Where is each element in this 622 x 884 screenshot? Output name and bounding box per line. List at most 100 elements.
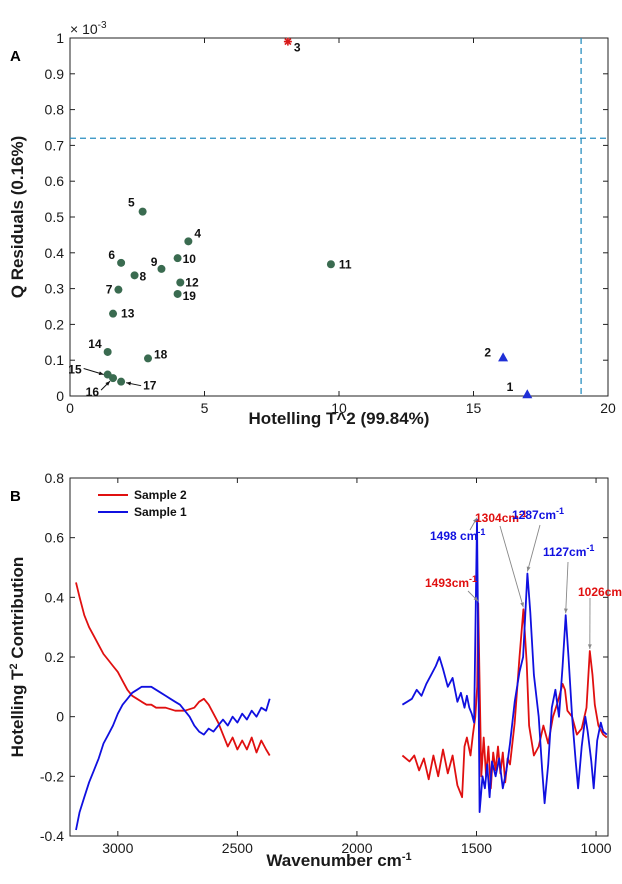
annotation-arrowhead <box>473 596 479 602</box>
annotation-arrowhead <box>472 517 477 523</box>
x-tick-label: 3000 <box>102 840 133 856</box>
annotation-text: 1498 cm <box>430 529 477 543</box>
point-11 <box>326 260 335 269</box>
annotation-arrowhead <box>526 566 531 572</box>
point-17 <box>117 377 126 386</box>
y-tick-label: 0.7 <box>45 137 65 153</box>
y-tick-label: -0.4 <box>40 828 64 844</box>
y-tick-label: 0.6 <box>45 530 65 546</box>
annotation-arrowhead <box>587 644 592 650</box>
annotation-arrow <box>526 524 541 572</box>
x-tick-label: 5 <box>201 400 209 416</box>
y-tick-label: 1 <box>56 30 64 46</box>
y-tick-label: 0 <box>56 388 64 404</box>
point-13 <box>109 309 118 318</box>
y-tick-label: 0.1 <box>45 352 65 368</box>
panel-a: A × 10-3 0 5 10 15 2000.10.20.30.40.50.60.70… <box>8 20 616 428</box>
annotation-superscript: -1 <box>469 574 477 584</box>
annotation-label: 1287cm-1 <box>512 506 564 522</box>
y-tick-label: 0.8 <box>45 470 65 486</box>
y-tick-label: 0.6 <box>45 173 65 189</box>
point-label-9: 9 <box>151 255 158 269</box>
panel-a-label: A <box>10 48 21 65</box>
series-sample-1 <box>75 518 608 831</box>
x-tick-label: 20 <box>600 400 616 416</box>
point-label-12: 12 <box>185 276 199 290</box>
point-7 <box>114 285 123 294</box>
panel-b-y-axis-label: Hotelling T2 Contribution <box>8 557 27 758</box>
legend-label-sample-1: Sample 1 <box>134 505 187 519</box>
point-19 <box>173 289 182 298</box>
star-stroke <box>284 38 292 46</box>
y-tick-label: 0.5 <box>45 209 65 225</box>
panel-b-annotations: 1498 cm-11304cm-11287cm-11127cm-11493cm-… <box>425 506 622 650</box>
point-label-8: 8 <box>140 269 147 283</box>
point-6 <box>117 258 126 267</box>
panel-b-series <box>75 518 608 831</box>
point-label-13: 13 <box>121 307 135 321</box>
annotation-text: 1493cm <box>425 576 469 590</box>
annotation-text: 1127cm <box>543 545 586 559</box>
annotation-label: 1304cm-1 <box>475 509 527 525</box>
point-label-5: 5 <box>128 196 135 210</box>
point-5 <box>138 207 147 216</box>
x-tick-label: 2500 <box>222 840 253 856</box>
point-label-3: 3 <box>294 41 301 55</box>
y-tick-label: 0.2 <box>45 649 65 665</box>
panel-b-x-axis-label: Wavenumber cm-1 <box>266 851 411 870</box>
point-label-18: 18 <box>154 347 168 361</box>
arrow-17-head <box>126 381 132 386</box>
point-14 <box>103 347 112 356</box>
arrow-16-head <box>105 381 111 386</box>
point-label-16: 16 <box>86 385 100 399</box>
y-tick-label: 0.9 <box>45 66 65 82</box>
series-line-segment <box>75 582 271 756</box>
annotation-arrow <box>499 525 524 608</box>
legend-label-sample-2: Sample 2 <box>134 488 187 502</box>
point-label-1: 1 <box>507 380 514 394</box>
panel-a-points <box>103 37 533 399</box>
annotation-superscript: -1 <box>519 509 527 519</box>
y-tick-label: 0.2 <box>45 316 65 332</box>
y-tick-label: 0.8 <box>45 102 65 118</box>
panel-b-ticks: 3000 2500 2000 1500 1000 -0.4 -0.2 0 0.2 0.4 0.6 0.… <box>40 470 612 856</box>
x-tick-label: 10 <box>331 400 347 416</box>
x-tick-label: 0 <box>66 400 74 416</box>
annotation-label: 1493cm-1 <box>425 574 477 590</box>
annotation-label: 1498 cm-1 <box>430 527 485 543</box>
series-line-segment <box>75 685 271 831</box>
point-label-10: 10 <box>183 252 197 266</box>
legend-box <box>95 486 210 520</box>
annotation-label: 1026cm-1 <box>578 583 622 599</box>
point-label-11: 11 <box>339 257 352 271</box>
panel-a-x-axis-label: Hotelling T^2 (99.84%) <box>249 409 430 428</box>
annotation-superscript: -1 <box>556 506 564 516</box>
panel-b-axes-box <box>69 477 609 837</box>
point-2 <box>498 352 509 362</box>
x-tick-label: 1500 <box>461 840 492 856</box>
x-tick-label: 1000 <box>580 840 611 856</box>
panel-a-limit-lines <box>70 38 608 396</box>
panel-b: B 3000 2500 2000 1500 1000 -0.4 -0.2 0 0.2 0.4 0.6… <box>8 470 622 870</box>
legend: Sample 2 Sample 1 <box>95 486 210 520</box>
annotation-arrowhead <box>520 602 524 608</box>
y-tick-label: 0.4 <box>45 589 65 605</box>
annotation-text: 1287cm <box>512 508 556 522</box>
point-label-4: 4 <box>194 226 201 240</box>
annotation-arrow <box>565 561 569 614</box>
y-tick-label: 0.3 <box>45 281 65 297</box>
point-18 <box>144 354 153 363</box>
panel-a-y-multiplier: × 10-3 <box>70 20 107 37</box>
point-3 <box>283 37 292 46</box>
panel-a-ticks: 0 5 10 15 2000.10.20.30.40.50.60.70.80.91 <box>45 30 616 416</box>
series-line-segment <box>401 518 608 813</box>
panel-a-axes-box <box>69 37 609 397</box>
point-label-7: 7 <box>106 283 113 297</box>
annotation-text: 1304cm <box>475 511 519 525</box>
annotation-superscript: -1 <box>586 543 594 553</box>
annotation-superscript: -1 <box>477 527 485 537</box>
x-tick-label: 15 <box>466 400 482 416</box>
y-tick-label: 0.4 <box>45 245 65 261</box>
